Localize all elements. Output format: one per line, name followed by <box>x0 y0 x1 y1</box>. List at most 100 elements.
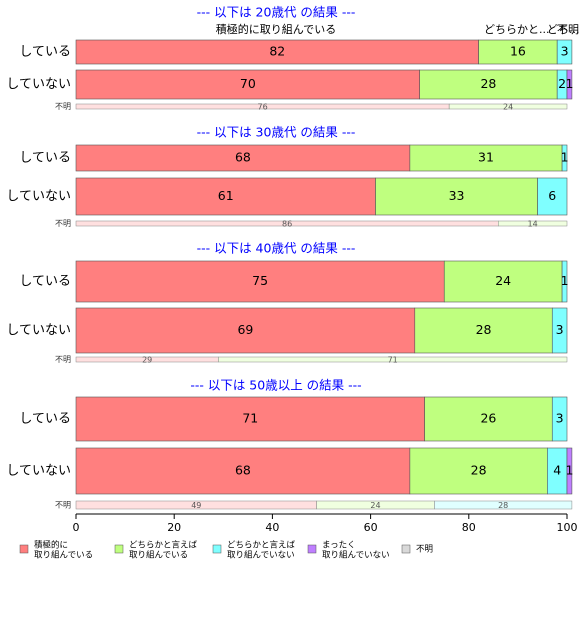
x-tick-label: 60 <box>364 521 378 534</box>
unknown-data-label: 29 <box>142 356 152 365</box>
unknown-bar-row: 不明 49 24 28 <box>55 500 573 510</box>
bar-segment-active <box>75 260 445 303</box>
bar-category-label: していない <box>6 464 71 479</box>
unknown-data-label: 71 <box>388 356 398 365</box>
data-label: 75 <box>252 273 268 288</box>
panel-3: --- 以下は 40歳代 の結果 --- している 75 24 1 していない 69 28 3 不… <box>6 241 568 365</box>
bar-segment-somewhat_active <box>414 307 553 354</box>
unknown-bar-row: 不明 76 24 <box>55 102 568 112</box>
legend-swatch <box>212 544 222 554</box>
panel-1: --- 以下は 20歳代 の結果 --- している 82 16 3 していない 70 28 2 1… <box>6 5 573 112</box>
bar-segment-somewhat_active <box>409 447 548 495</box>
data-label: 28 <box>471 463 487 478</box>
unknown-data-label: 24 <box>370 501 380 510</box>
bar-row-2: していない 69 28 3 <box>6 307 568 354</box>
unknown-segment <box>434 500 573 510</box>
bar-segment-somewhat_inactive <box>556 39 573 65</box>
panel-title: --- 以下は 30歳代 の結果 --- <box>197 125 356 140</box>
legend-label: 積極的に <box>34 540 68 551</box>
x-tick-label: 20 <box>167 521 181 534</box>
legend-label: 不明 <box>416 545 433 555</box>
unknown-data-label: 76 <box>257 103 267 112</box>
data-label: 4 <box>553 463 561 478</box>
data-label: 70 <box>240 76 256 91</box>
unknown-bar-label: 不明 <box>55 355 71 364</box>
x-tick-label: 100 <box>557 521 578 534</box>
bar-segment-somewhat_active <box>424 396 553 442</box>
bar-row-2: していない 70 28 2 1 <box>6 69 573 100</box>
bar-segment-somewhat_active <box>375 177 538 216</box>
legend-label: まったく <box>322 541 356 551</box>
unknown-bar-label: 不明 <box>55 501 71 510</box>
data-label: 31 <box>478 150 494 165</box>
top-annotation: どちらかと... <box>484 23 550 36</box>
data-label: 3 <box>556 322 564 337</box>
unknown-segment <box>448 103 568 110</box>
bar-category-label: している <box>19 45 71 60</box>
data-label: 61 <box>218 188 234 203</box>
data-label: 1 <box>565 463 573 478</box>
bar-segment-active <box>75 144 411 172</box>
legend-swatch <box>19 544 29 554</box>
bar-segment-active <box>75 39 479 65</box>
data-label: 33 <box>449 188 465 203</box>
panel-4: --- 以下は 50歳以上 の結果 --- している 71 26 3 していない 68 28 4… <box>6 378 573 511</box>
bar-segment-active <box>75 69 421 100</box>
unknown-bar-label: 不明 <box>55 102 71 111</box>
bar-row-1: している 75 24 1 <box>19 260 569 303</box>
panel-2: --- 以下は 30歳代 の結果 --- している 68 31 1 していない 61 33 6 不… <box>6 125 568 229</box>
legend-label: 取り組んでいない <box>322 550 390 561</box>
bar-segment-active <box>75 307 416 354</box>
bar-segment-somewhat_active <box>409 144 563 172</box>
bar-row-1: している 68 31 1 <box>19 144 569 172</box>
bar-category-label: していない <box>6 77 71 92</box>
bar-row-1: している 71 26 3 <box>19 396 568 442</box>
bar-row-1: している 82 16 3 <box>19 39 573 65</box>
unknown-bar-row: 不明 29 71 <box>55 355 568 365</box>
panel-title: --- 以下は 40歳代 の結果 --- <box>197 241 356 256</box>
legend-label: 取り組んでいない <box>227 550 295 561</box>
unknown-data-label: 24 <box>503 103 513 112</box>
legend-item-active: 積極的に取り組んでいる <box>19 540 93 561</box>
bar-segment-somewhat_inactive <box>537 177 568 216</box>
bar-segment-somewhat_inactive <box>551 396 568 442</box>
unknown-data-label: 28 <box>498 501 508 510</box>
bar-category-label: している <box>19 412 71 427</box>
bar-segment-not_at_all <box>566 69 573 100</box>
legend-label: どちらかと言えば <box>227 540 296 551</box>
data-label: 26 <box>480 411 496 426</box>
legend-swatch <box>401 544 411 554</box>
bar-category-label: していない <box>6 323 71 338</box>
legend-label: 取り組んでいる <box>129 550 188 561</box>
x-tick-label: 80 <box>462 521 476 534</box>
bar-segment-somewhat_active <box>443 260 563 303</box>
data-label: 2 <box>558 76 566 91</box>
bar-segment-active <box>75 177 376 216</box>
bar-segment-somewhat_inactive <box>551 307 568 354</box>
data-label: 82 <box>269 44 285 59</box>
panel-title: --- 以下は 20歳代 の結果 --- <box>197 5 356 20</box>
bar-segment-somewhat_active <box>478 39 558 65</box>
bar-row-2: していない 68 28 4 1 <box>6 447 573 495</box>
legend-label: 取り組んでいる <box>34 550 93 561</box>
bar-segment-not_at_all <box>566 447 573 495</box>
bar-segment-somewhat_inactive <box>561 144 568 172</box>
unknown-segment <box>218 356 568 363</box>
top-annotation: 積極的に取り組んでいる <box>216 22 336 36</box>
top-annotation: どち... <box>547 23 580 36</box>
top-annotation: 不明... <box>557 23 580 36</box>
data-label: 16 <box>510 44 526 59</box>
bar-segment-active <box>75 396 425 442</box>
bar-segment-somewhat_active <box>419 69 558 100</box>
bar-segment-active <box>75 447 411 495</box>
legend-label: どちらかと言えば <box>129 540 198 551</box>
data-label: 24 <box>495 273 511 288</box>
unknown-segment <box>498 220 568 227</box>
data-label: 71 <box>242 411 258 426</box>
data-label: 28 <box>476 322 492 337</box>
data-label: 6 <box>548 188 556 203</box>
